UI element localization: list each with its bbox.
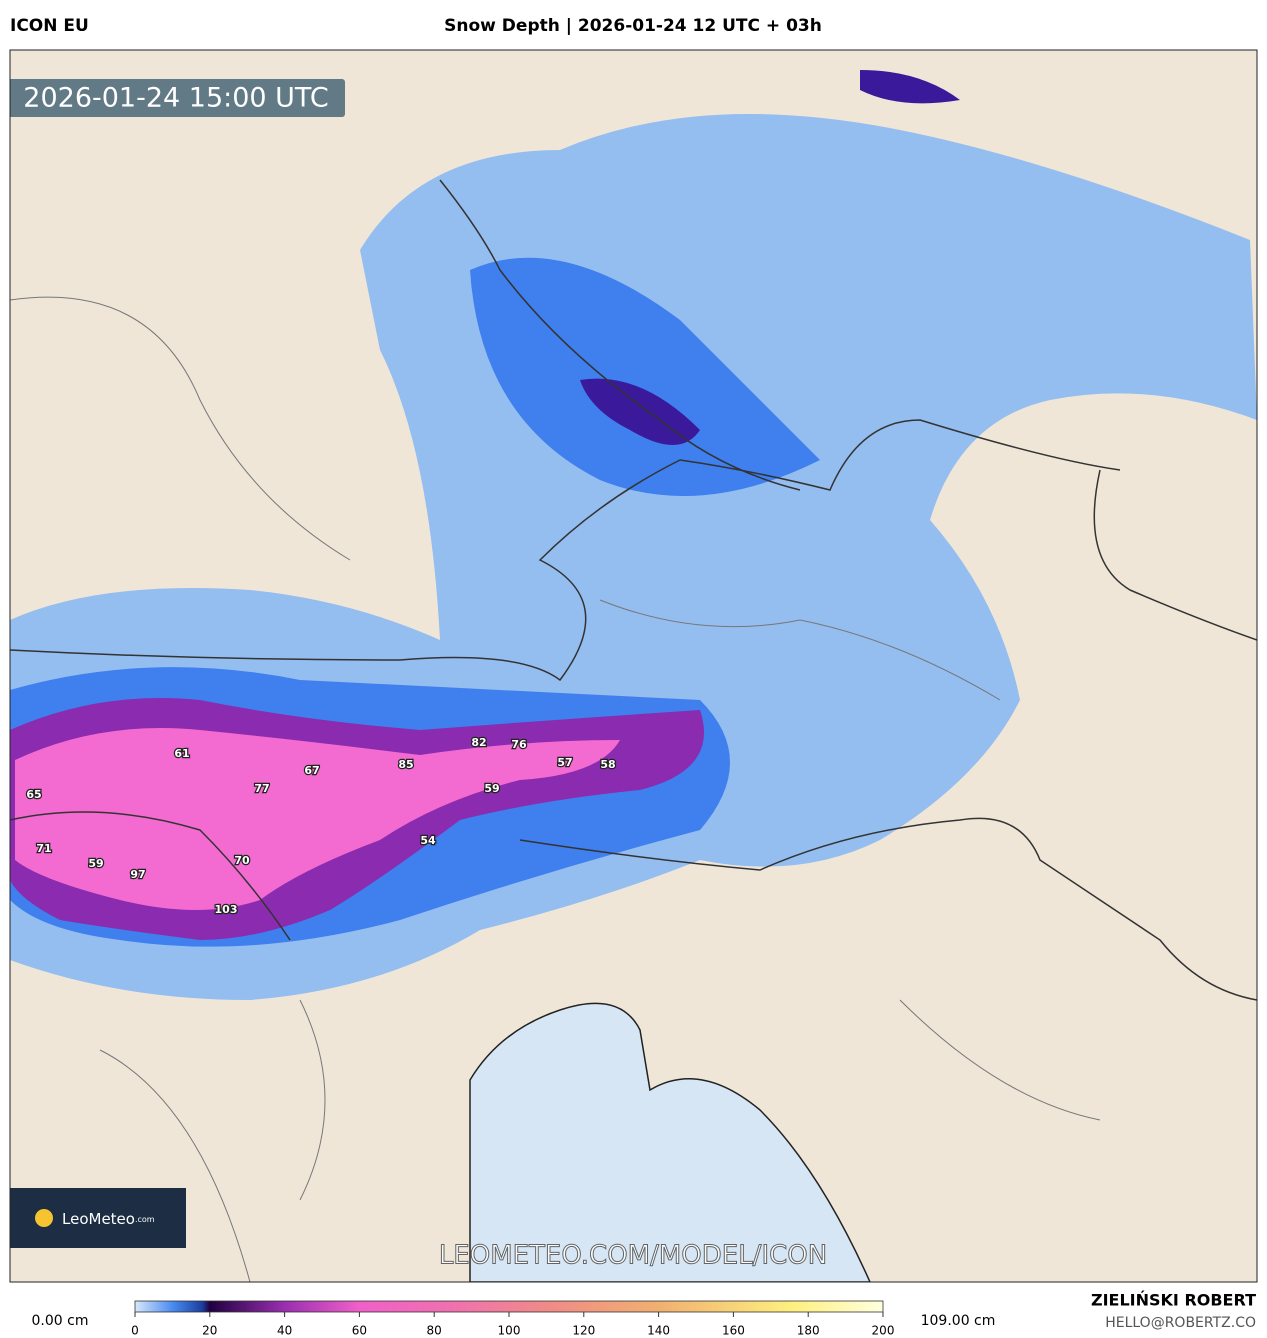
timestamp: 2026-01-24 15:00 UTC bbox=[23, 83, 328, 114]
map-label: 59 bbox=[88, 857, 103, 870]
timestamp-box bbox=[10, 79, 345, 117]
map-label: 85 bbox=[398, 758, 413, 771]
logo-brand: LeoMeteo bbox=[62, 1210, 135, 1228]
map-label: 82 bbox=[471, 736, 486, 749]
map-label: 77 bbox=[254, 782, 269, 795]
map: 65 61 77 67 85 82 76 57 58 59 54 71 59 9… bbox=[10, 50, 1257, 1282]
colorbar-tick-label: 40 bbox=[277, 1324, 292, 1338]
map-label: 61 bbox=[174, 747, 189, 760]
email: HELLO@ROBERTZ.CO bbox=[1105, 1315, 1256, 1331]
colorbar-tick-label: 140 bbox=[647, 1324, 670, 1338]
map-label: 65 bbox=[26, 788, 41, 801]
borders bbox=[10, 179, 1257, 1001]
regions bbox=[10, 296, 1101, 1282]
snow-pink bbox=[15, 728, 620, 910]
colorbar-tick-label: 180 bbox=[797, 1324, 820, 1338]
snow-deep bbox=[580, 70, 960, 445]
colorbar-tick-label: 80 bbox=[427, 1324, 442, 1338]
map-frame bbox=[9, 49, 1258, 1283]
map-label: 67 bbox=[304, 764, 319, 777]
map-label: 97 bbox=[130, 868, 145, 881]
map-label: 54 bbox=[420, 834, 436, 847]
colorbar-tick-label: 20 bbox=[202, 1324, 217, 1338]
map-label: 57 bbox=[557, 756, 572, 769]
map-label: 103 bbox=[215, 903, 238, 916]
logo-text: LeoMeteo.com bbox=[62, 1210, 155, 1228]
map-label: 70 bbox=[234, 854, 250, 867]
map-label: 58 bbox=[600, 758, 615, 771]
logo-sun bbox=[35, 1209, 53, 1227]
colorbar-tick-label: 60 bbox=[352, 1324, 367, 1338]
model-name: ICON EU bbox=[10, 16, 89, 36]
map-label: 76 bbox=[511, 738, 527, 751]
map-label: 59 bbox=[484, 782, 499, 795]
logo-suffix: .com bbox=[135, 1215, 155, 1224]
legend-min: 0.00 cm bbox=[32, 1313, 89, 1329]
author: ZIELIŃSKI ROBERT bbox=[1091, 1291, 1256, 1310]
colorbar-tick-label: 100 bbox=[498, 1324, 521, 1338]
map-title: Snow Depth | 2026-01-24 12 UTC + 03h bbox=[444, 16, 822, 36]
legend-max: 109.00 cm bbox=[921, 1313, 996, 1329]
colorbar-tick-label: 160 bbox=[722, 1324, 745, 1338]
colorbar bbox=[134, 1300, 884, 1313]
colorbar-ticks: 0 20 40 60 80 100 120 140 160 180 200 bbox=[131, 1312, 894, 1338]
colorbar-tick-label: 200 bbox=[872, 1324, 895, 1338]
map-label: 71 bbox=[36, 842, 51, 855]
colorbar-tick-label: 0 bbox=[131, 1324, 139, 1338]
sea bbox=[469, 1002, 871, 1282]
colorbar-tick-label: 120 bbox=[572, 1324, 595, 1338]
watermark: LEOMETEO.COM/MODEL/ICON bbox=[439, 1241, 827, 1271]
